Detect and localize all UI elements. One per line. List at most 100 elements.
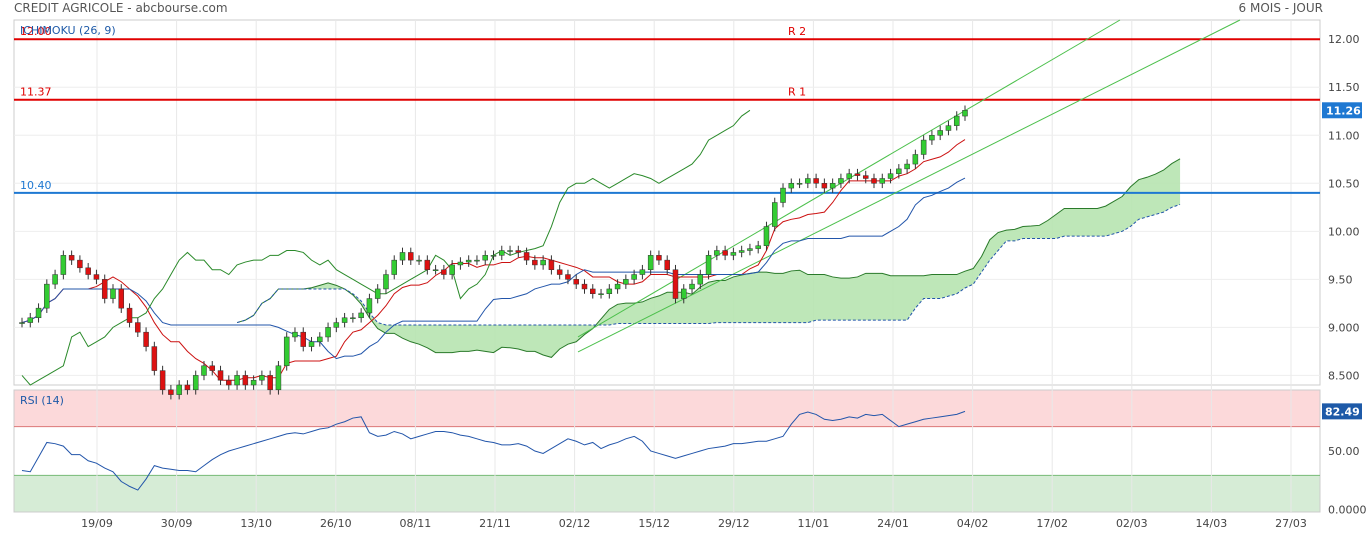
candle-body: [234, 375, 240, 386]
candle-body: [217, 370, 224, 381]
candle-body: [499, 250, 505, 256]
candle-body: [862, 175, 869, 179]
candle-body: [755, 245, 761, 249]
candle-body: [374, 288, 381, 299]
candle-body: [474, 259, 480, 262]
y-tick-label: 11.00: [1328, 129, 1360, 142]
candle-body: [689, 283, 695, 290]
rsi-label: RSI (14): [20, 394, 64, 407]
candle-body: [738, 250, 745, 253]
candle-body: [176, 384, 182, 395]
rsi-value: 82.49: [1325, 405, 1360, 418]
tenkan-sen: [21, 139, 966, 381]
last-price-value: 11.26: [1326, 104, 1361, 117]
candle-body: [250, 379, 257, 386]
candle-body: [118, 288, 125, 309]
rsi-tick-label: 50.00: [1328, 445, 1360, 458]
x-tick-label: 19/09: [81, 517, 113, 530]
chart-title: CREDIT AGRICOLE - abcbourse.com: [14, 1, 228, 15]
candle-body: [275, 365, 282, 391]
x-tick-label: 02/03: [1116, 517, 1148, 530]
candle-body: [705, 255, 712, 275]
candle-body: [408, 252, 414, 261]
y-tick-label: 9.000: [1328, 321, 1360, 334]
x-tick-label: 30/09: [161, 517, 193, 530]
trend-line-lower: [577, 19, 1241, 353]
candle-body: [457, 261, 464, 266]
candle-body: [283, 336, 290, 367]
candle-body: [672, 269, 679, 299]
candle-body: [68, 255, 75, 261]
y-tick-label: 10.50: [1328, 177, 1360, 190]
x-tick-label: 29/12: [718, 517, 750, 530]
candle-body: [681, 288, 687, 299]
candle-body: [432, 269, 439, 271]
candle-body: [490, 255, 497, 257]
senkou-span-a: [236, 158, 1181, 358]
candle-body: [879, 178, 886, 184]
candle-body: [796, 183, 803, 185]
x-tick-label: 11/01: [798, 517, 830, 530]
candle-body: [523, 252, 530, 261]
y-tick-label: 10.00: [1328, 225, 1360, 238]
candle-body: [19, 322, 25, 324]
candle-body: [126, 307, 133, 323]
x-tick-label: 26/10: [320, 517, 352, 530]
candle-body: [449, 264, 455, 275]
candle-body: [846, 173, 852, 179]
y-tick-label: 9.50: [1328, 273, 1353, 286]
candle-body: [85, 267, 91, 275]
candle-body: [159, 370, 166, 391]
candle-body: [854, 173, 861, 176]
candle-body: [151, 346, 158, 371]
candle-body: [242, 375, 249, 386]
candle-body: [441, 269, 447, 275]
candle-body: [325, 327, 331, 338]
candle-body: [350, 317, 356, 320]
candle-body: [606, 288, 613, 294]
level-label: 12.00: [20, 25, 52, 38]
candle-body: [540, 259, 546, 266]
x-tick-label: 27/03: [1275, 517, 1307, 530]
candle-body: [697, 274, 704, 285]
candle-body: [788, 183, 795, 189]
last-price-tag: [1322, 102, 1362, 119]
candle-body: [416, 259, 422, 262]
candle-body: [780, 187, 786, 203]
candle-body: [515, 250, 522, 253]
x-tick-label: 13/10: [240, 517, 272, 530]
x-tick-label: 08/11: [400, 517, 432, 530]
candle-body: [391, 259, 397, 275]
price-panel-frame: [13, 19, 1321, 386]
candle-body: [341, 317, 348, 323]
rsi-line: [21, 410, 966, 491]
candle-body: [292, 331, 298, 338]
indicator-label: ICHIMOKU (26, 9): [20, 24, 116, 37]
candle-body: [184, 384, 191, 391]
candle-body: [192, 375, 199, 391]
candle-body: [226, 379, 232, 386]
candle-body: [912, 154, 919, 165]
candle-body: [598, 293, 604, 295]
x-tick-label: 17/02: [1036, 517, 1068, 530]
y-tick-label: 12.00: [1328, 33, 1360, 46]
candle-body: [730, 252, 737, 256]
rsi-panel-frame: [13, 389, 1321, 513]
candle-body: [110, 288, 116, 299]
x-tick-label: 15/12: [638, 517, 670, 530]
candle-body: [904, 163, 910, 170]
candle-body: [639, 269, 646, 275]
candle-body: [929, 135, 935, 141]
candle-body: [590, 288, 596, 294]
x-tick-label: 02/12: [559, 517, 591, 530]
candle-body: [813, 178, 819, 184]
candle-body: [507, 250, 513, 252]
level-tag: R 2: [788, 25, 806, 38]
candle-body: [201, 365, 207, 376]
candle-body: [168, 389, 174, 395]
candle-body: [945, 125, 952, 131]
x-tick-label: 24/01: [877, 517, 909, 530]
candle-body: [556, 269, 563, 275]
candle-body: [52, 274, 58, 285]
